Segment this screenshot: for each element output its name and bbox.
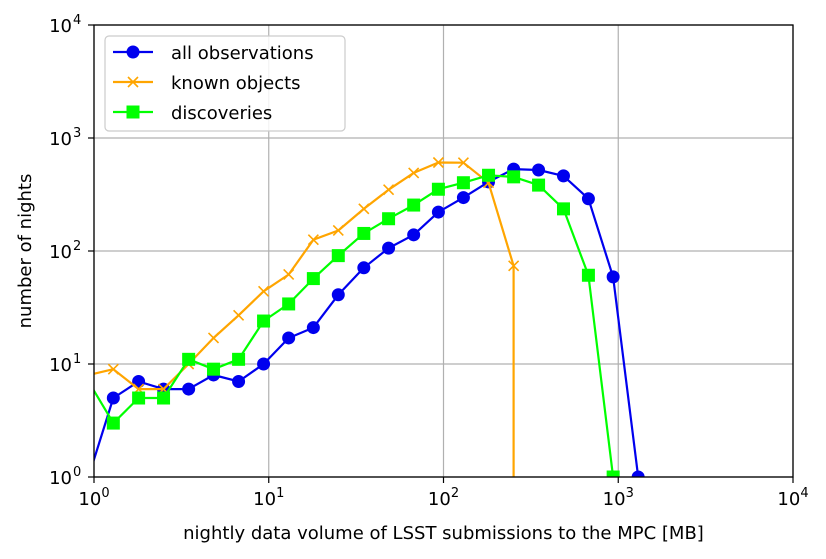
x-axis-label: nightly data volume of LSST submissions …	[183, 523, 704, 544]
legend-label-all-observations: all observations	[171, 43, 314, 64]
data-point-all-observations	[233, 376, 245, 388]
data-point-known-objects	[259, 286, 269, 296]
legend-label-known-objects: known objects	[171, 73, 301, 94]
data-point-discoveries	[533, 179, 545, 191]
y-tick-label: 10	[49, 16, 72, 37]
y-tick-label: 10	[49, 129, 72, 150]
data-point-discoveries	[208, 363, 220, 375]
x-tick-label: 103	[603, 486, 634, 510]
data-point-known-objects	[333, 225, 343, 235]
data-point-all-observations	[258, 358, 270, 370]
y-tick-label: 10	[49, 468, 72, 489]
data-point-all-observations	[107, 392, 119, 404]
data-point-discoveries	[383, 213, 395, 225]
series-line-known-objects	[89, 163, 514, 478]
data-point-discoveries	[283, 298, 295, 310]
data-point-discoveries	[233, 353, 245, 365]
data-point-discoveries	[358, 227, 370, 239]
data-point-all-observations	[183, 383, 195, 395]
y-tick-exponent: 0	[73, 465, 81, 480]
data-point-known-objects	[409, 168, 419, 178]
data-point-discoveries	[483, 169, 495, 181]
data-point-discoveries	[408, 199, 420, 211]
data-point-discoveries	[432, 183, 444, 195]
data-point-all-observations	[582, 193, 594, 205]
x-tick-label: 104	[777, 486, 808, 510]
x-tick-label: 100	[78, 486, 109, 510]
data-point-known-objects	[284, 269, 294, 279]
series-layer	[89, 157, 645, 483]
x-tick-label: 101	[253, 486, 284, 510]
y-tick-exponent: 3	[73, 126, 81, 141]
x-tick-label: 102	[428, 486, 459, 510]
y-axis-label: number of nights	[15, 174, 36, 329]
data-point-discoveries	[307, 273, 319, 285]
data-point-discoveries	[107, 417, 119, 429]
y-tick-exponent: 2	[73, 239, 81, 254]
data-point-known-objects	[384, 185, 394, 195]
data-point-discoveries	[258, 315, 270, 327]
y-tick-exponent: 4	[73, 13, 81, 28]
data-point-discoveries	[158, 392, 170, 404]
data-point-all-observations	[307, 322, 319, 334]
data-point-discoveries	[582, 269, 594, 281]
data-point-known-objects	[209, 333, 219, 343]
data-point-all-observations	[408, 229, 420, 241]
data-point-all-observations	[533, 164, 545, 176]
legend-label-discoveries: discoveries	[171, 103, 272, 124]
data-point-discoveries	[183, 353, 195, 365]
data-point-all-observations	[283, 332, 295, 344]
series-line-all-observations	[89, 169, 639, 477]
y-tick-exponent: 1	[73, 352, 81, 367]
data-point-discoveries	[457, 177, 469, 189]
data-point-discoveries	[133, 392, 145, 404]
data-point-discoveries	[557, 203, 569, 215]
data-point-all-observations	[432, 206, 444, 218]
data-point-all-observations	[457, 192, 469, 204]
y-tick-label: 10	[49, 355, 72, 376]
data-point-known-objects	[308, 235, 318, 245]
data-point-all-observations	[607, 271, 619, 283]
legend: all observations known objects discoveries	[105, 36, 345, 131]
data-point-all-observations	[332, 289, 344, 301]
data-point-all-observations	[557, 170, 569, 182]
data-point-discoveries	[508, 171, 520, 183]
data-point-all-observations	[358, 262, 370, 274]
data-point-discoveries	[332, 250, 344, 262]
legend-marker-all-observations	[127, 46, 139, 58]
data-point-known-objects	[359, 204, 369, 214]
data-point-all-observations	[383, 242, 395, 254]
data-point-known-objects	[234, 310, 244, 320]
legend-marker-discoveries	[127, 106, 139, 118]
y-tick-label: 10	[49, 242, 72, 263]
